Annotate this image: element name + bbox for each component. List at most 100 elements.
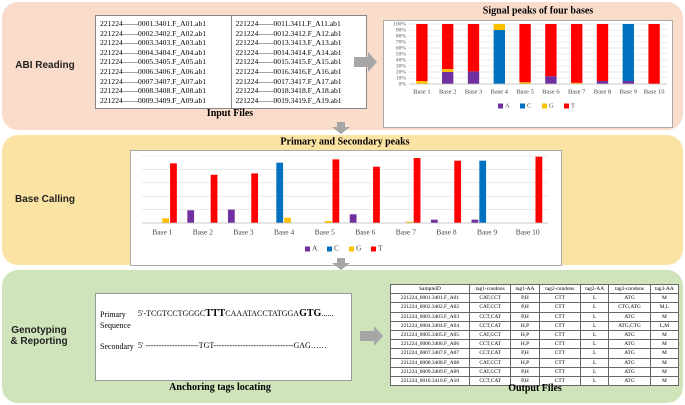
primary-sequence: 5'-TCGTCCTGGGCTTTCAAATACCTATGGAGTG...... [138,308,333,319]
table-cell: M [649,293,680,304]
x-tick-label: Base 4 [274,228,294,237]
table-cell: L [580,366,610,377]
table-header: tag1-AA [510,283,540,295]
seq-part: CAAATACCTATGGA [225,309,300,318]
arrow [360,326,383,346]
seq-part: ...... [321,309,334,318]
table-cell: L [580,357,610,368]
bar [535,156,543,223]
legend-label: T [571,102,575,109]
legend-swatch [520,103,525,109]
table-cell: ATG [608,339,651,350]
bar-segment [493,30,505,84]
table-cell: 221224_0003.3403.F_A03 [390,311,470,322]
y-tick-label: 20% [396,69,407,75]
caption: Input Files [206,108,254,119]
table-cell: CAT,CCT [468,366,512,377]
y-tick-label: 70% [396,39,407,45]
bar [349,214,357,223]
bar [454,160,462,223]
table-cell: L [580,348,610,359]
file-name: 221224——0019.3419.F_A19.ab1 [235,95,342,105]
table-cell: CTT [538,302,582,313]
chart: Signal peaks of four bases 0%10%20%30%40%… [393,5,667,109]
table-cell: L [580,329,610,341]
table-cell: CTT [538,339,582,350]
table-cell: ATG [608,357,651,368]
table-cell: L [580,339,610,350]
y-tick-label: 100% [393,21,406,27]
table-cell: L [580,320,610,331]
x-tick-label: Base 4 [491,88,509,95]
table-row: 221224_0007.3407.F_A07 CCT,CAT P,H CTT L ATG M [390,348,680,359]
table-header: tag2-condons [538,283,582,295]
table-cell: M [649,375,680,387]
table-cell: H,P [510,320,540,331]
file-name: 221224——0001.3401.F_A01.ab1 [100,19,207,28]
table-cell: M [649,366,680,377]
legend-swatch [564,103,569,109]
table-cell: ATG [608,311,651,322]
bar-segment [442,72,454,84]
table-cell: 221224_0004.3404.F_A04 [390,320,470,331]
table-cell: CAT,CCT [468,293,512,304]
seq-part: 5'-TCGTCCTGGGC [138,309,206,318]
caption: Output Files [508,383,562,394]
x-tick-label: Base 5 [315,228,335,237]
file-name: 221224——0003.3403.F_A03.ab1 [100,38,207,48]
table-cell: L [580,302,610,313]
file-name: 221224——0016.3416.F_A16.ab1 [235,66,342,76]
bar-segment [622,81,634,84]
chart-title: Primary and Secondary peaks [280,136,409,147]
table-cell: M [649,329,680,341]
bar-segment [622,24,634,81]
x-tick-label: Base 9 [477,228,497,237]
y-tick-label: 10% [396,75,407,81]
table-cell: H,P [510,357,540,368]
secondary-sequence: 5' --------------------TGT--------------… [138,341,327,350]
file-name: 221224——0012.3412.F_A12.ab1 [235,28,342,38]
table-cell: CTT [538,293,582,304]
bar-segment [571,24,583,83]
bar-segment [467,24,480,72]
bar-segment [596,81,609,84]
x-tick-label: Base 7 [568,88,586,95]
x-tick-label: Base 6 [542,88,560,95]
bar-segment [519,24,531,83]
x-tick-label: Base 10 [516,228,540,237]
bar [332,159,340,223]
table-cell: P,H [510,311,540,322]
file-name: 221224——0018.3418.F_A18.ab1 [235,86,342,96]
legend-swatch [349,246,354,252]
seq-tag: GTG [299,308,322,319]
x-tick-label: Base 8 [594,88,612,95]
table-cell: 221224_0005.3405.F_A05 [390,329,470,341]
table-row: 221224_0005.3405.F_A05 CAT,CCT H,P CTT L ATG M [390,329,680,341]
bar-segment [596,24,609,81]
file-name: 221224——0013.3413.F_A13.ab1 [235,38,342,48]
table-cell: H,P [510,329,540,341]
table-cell: CAT,CCT [468,329,512,341]
x-tick-label: Base 1 [413,88,431,95]
file-name: 221224——0006.3406.F_A06.ab1 [100,66,207,76]
table-cell: M [649,339,680,350]
table-cell: ATG,CTG [608,320,651,331]
bar-segment [416,24,428,81]
table-cell: CTT [538,366,582,377]
arrow [332,258,350,270]
bar [284,217,291,223]
table-cell: M [649,311,680,322]
y-tick-label: 50% [396,51,407,57]
table-cell: CCT,CAT [468,339,512,350]
bar-segment [519,82,531,84]
bar-segment [493,24,505,30]
bar [251,173,259,223]
table-row: 221224_0004.3404.F_A04 CCT,CAT H,P CTT L ATG,… [390,320,680,331]
seq-label: Secondary [100,342,134,351]
table-cell: 221224_0001.3401.F_A01 [390,293,470,304]
x-tick-label: Base 5 [516,88,534,95]
table-cell: L [580,293,610,304]
file-name: 221224——0017.3417.F_A17.ab1 [235,76,342,86]
